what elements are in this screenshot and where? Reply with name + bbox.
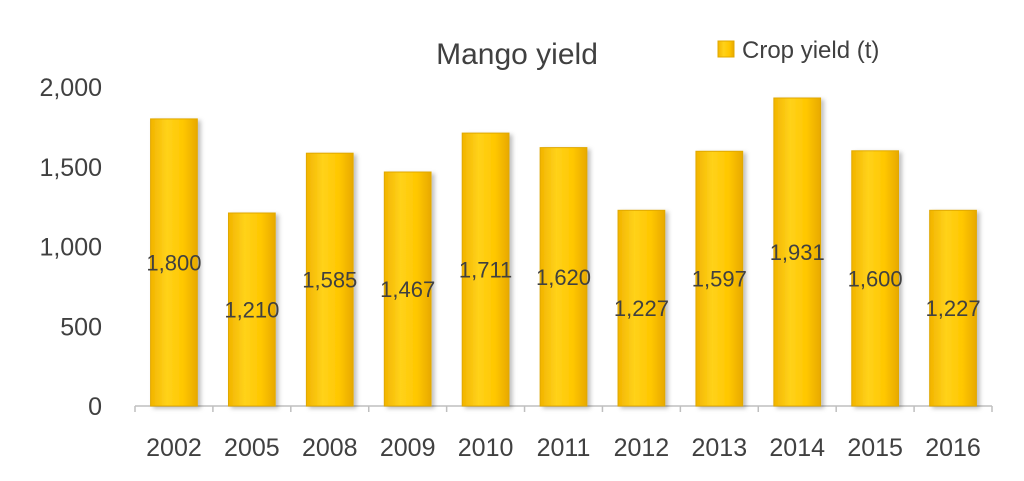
y-tick-label: 1,500 <box>39 154 102 182</box>
data-label: 1,210 <box>224 298 279 323</box>
x-tick-label: 2013 <box>692 434 748 462</box>
x-tick-label: 2014 <box>769 434 825 462</box>
y-tick-label: 0 <box>88 393 102 421</box>
legend: Crop yield (t) <box>717 37 879 64</box>
y-tick-label: 500 <box>60 313 102 341</box>
data-label: 1,597 <box>692 267 747 292</box>
x-tick-label: 2002 <box>146 434 202 462</box>
data-labels: 1,800 1,210 1,585 1,467 1,711 1,620 1,227 1,597… <box>146 240 980 322</box>
y-axis: 0 500 1,000 1,500 2,000 <box>39 74 102 421</box>
bar <box>383 171 432 407</box>
bar <box>227 212 276 407</box>
data-label: 1,467 <box>380 277 435 302</box>
x-axis: 2002 2005 2008 2009 2010 2011 2012 2013 2014 2015… <box>134 405 993 462</box>
bar <box>929 209 977 407</box>
x-tick-label: 2016 <box>925 434 981 462</box>
bar-series <box>150 97 977 407</box>
y-tick-label: 1,000 <box>39 234 102 262</box>
data-label: 1,227 <box>614 296 669 321</box>
data-label: 1,800 <box>146 250 201 275</box>
legend-swatch <box>717 40 735 58</box>
bar <box>851 150 900 407</box>
x-tick-label: 2009 <box>380 434 436 462</box>
y-tick-label: 2,000 <box>39 74 102 102</box>
data-label: 1,227 <box>926 296 981 321</box>
bar <box>773 97 822 407</box>
bar <box>305 152 354 407</box>
legend-label: Crop yield (t) <box>742 37 879 64</box>
x-tick-label: 2008 <box>302 434 358 462</box>
data-label: 1,931 <box>770 240 825 265</box>
bar <box>461 132 510 407</box>
data-label: 1,620 <box>536 265 591 290</box>
x-tick-label: 2010 <box>458 434 514 462</box>
data-label: 1,711 <box>459 258 512 283</box>
x-tick-label: 2015 <box>847 434 903 462</box>
bar <box>695 150 744 407</box>
x-tick-label: 2012 <box>614 434 670 462</box>
x-tick-label: 2011 <box>537 434 591 462</box>
chart-title: Mango yield <box>436 38 598 71</box>
bar <box>539 147 588 407</box>
data-label: 1,600 <box>848 266 903 291</box>
bar <box>617 209 666 407</box>
bar <box>150 118 198 407</box>
data-label: 1,585 <box>302 268 357 293</box>
x-tick-label: 2005 <box>224 434 280 462</box>
